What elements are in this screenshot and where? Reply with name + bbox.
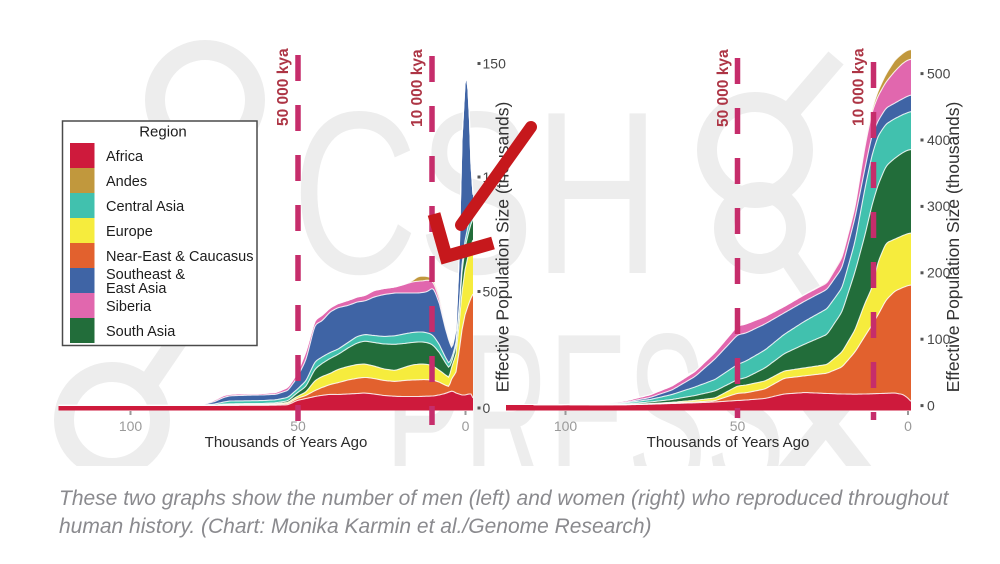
svg-text:50 000 kya: 50 000 kya [715,49,732,127]
svg-text:Central Asia: Central Asia [106,199,185,215]
svg-text:CSH: CSH [292,64,660,323]
svg-text:400: 400 [927,132,951,148]
svg-text:500: 500 [927,65,951,81]
svg-text:Thousands of Years Ago: Thousands of Years Ago [205,434,368,451]
svg-text:These two graphs show the numb: These two graphs show the number of men … [59,487,950,510]
svg-text:150: 150 [483,55,507,71]
svg-text:100: 100 [554,418,578,434]
svg-text:50 000 kya: 50 000 kya [275,48,292,126]
svg-text:Andes: Andes [106,174,147,190]
svg-text:Thousands of Years Ago: Thousands of Years Ago [647,434,810,451]
svg-text:East Asia: East Asia [106,281,167,297]
svg-text:200: 200 [927,265,951,281]
svg-text:Region: Region [139,124,187,141]
svg-text:Africa: Africa [106,149,144,165]
svg-text:0: 0 [904,418,912,434]
svg-text:0: 0 [483,400,491,416]
svg-text:0: 0 [927,397,935,413]
svg-text:50: 50 [730,418,746,434]
svg-text:Siberia: Siberia [106,299,152,315]
svg-text:100: 100 [119,418,143,434]
svg-text:0: 0 [462,418,470,434]
svg-text:50: 50 [483,283,499,299]
svg-text:10 000 kya: 10 000 kya [851,48,868,126]
svg-text:50: 50 [290,418,306,434]
svg-text:Southeast &: Southeast & [106,267,185,283]
svg-text:South Asia: South Asia [106,324,176,340]
svg-text:Effective Population Size (tho: Effective Population Size (thousands) [493,102,513,393]
svg-text:Effective Population Size (tho: Effective Population Size (thousands) [943,102,963,393]
svg-text:300: 300 [927,198,951,214]
svg-text:human history. (Chart: Monika: human history. (Chart: Monika Karmin et … [59,515,652,538]
svg-text:10 000 kya: 10 000 kya [409,49,426,127]
svg-text:Near-East & Caucasus: Near-East & Caucasus [106,249,253,265]
svg-text:100: 100 [927,331,951,347]
svg-text:Europe: Europe [106,224,153,240]
